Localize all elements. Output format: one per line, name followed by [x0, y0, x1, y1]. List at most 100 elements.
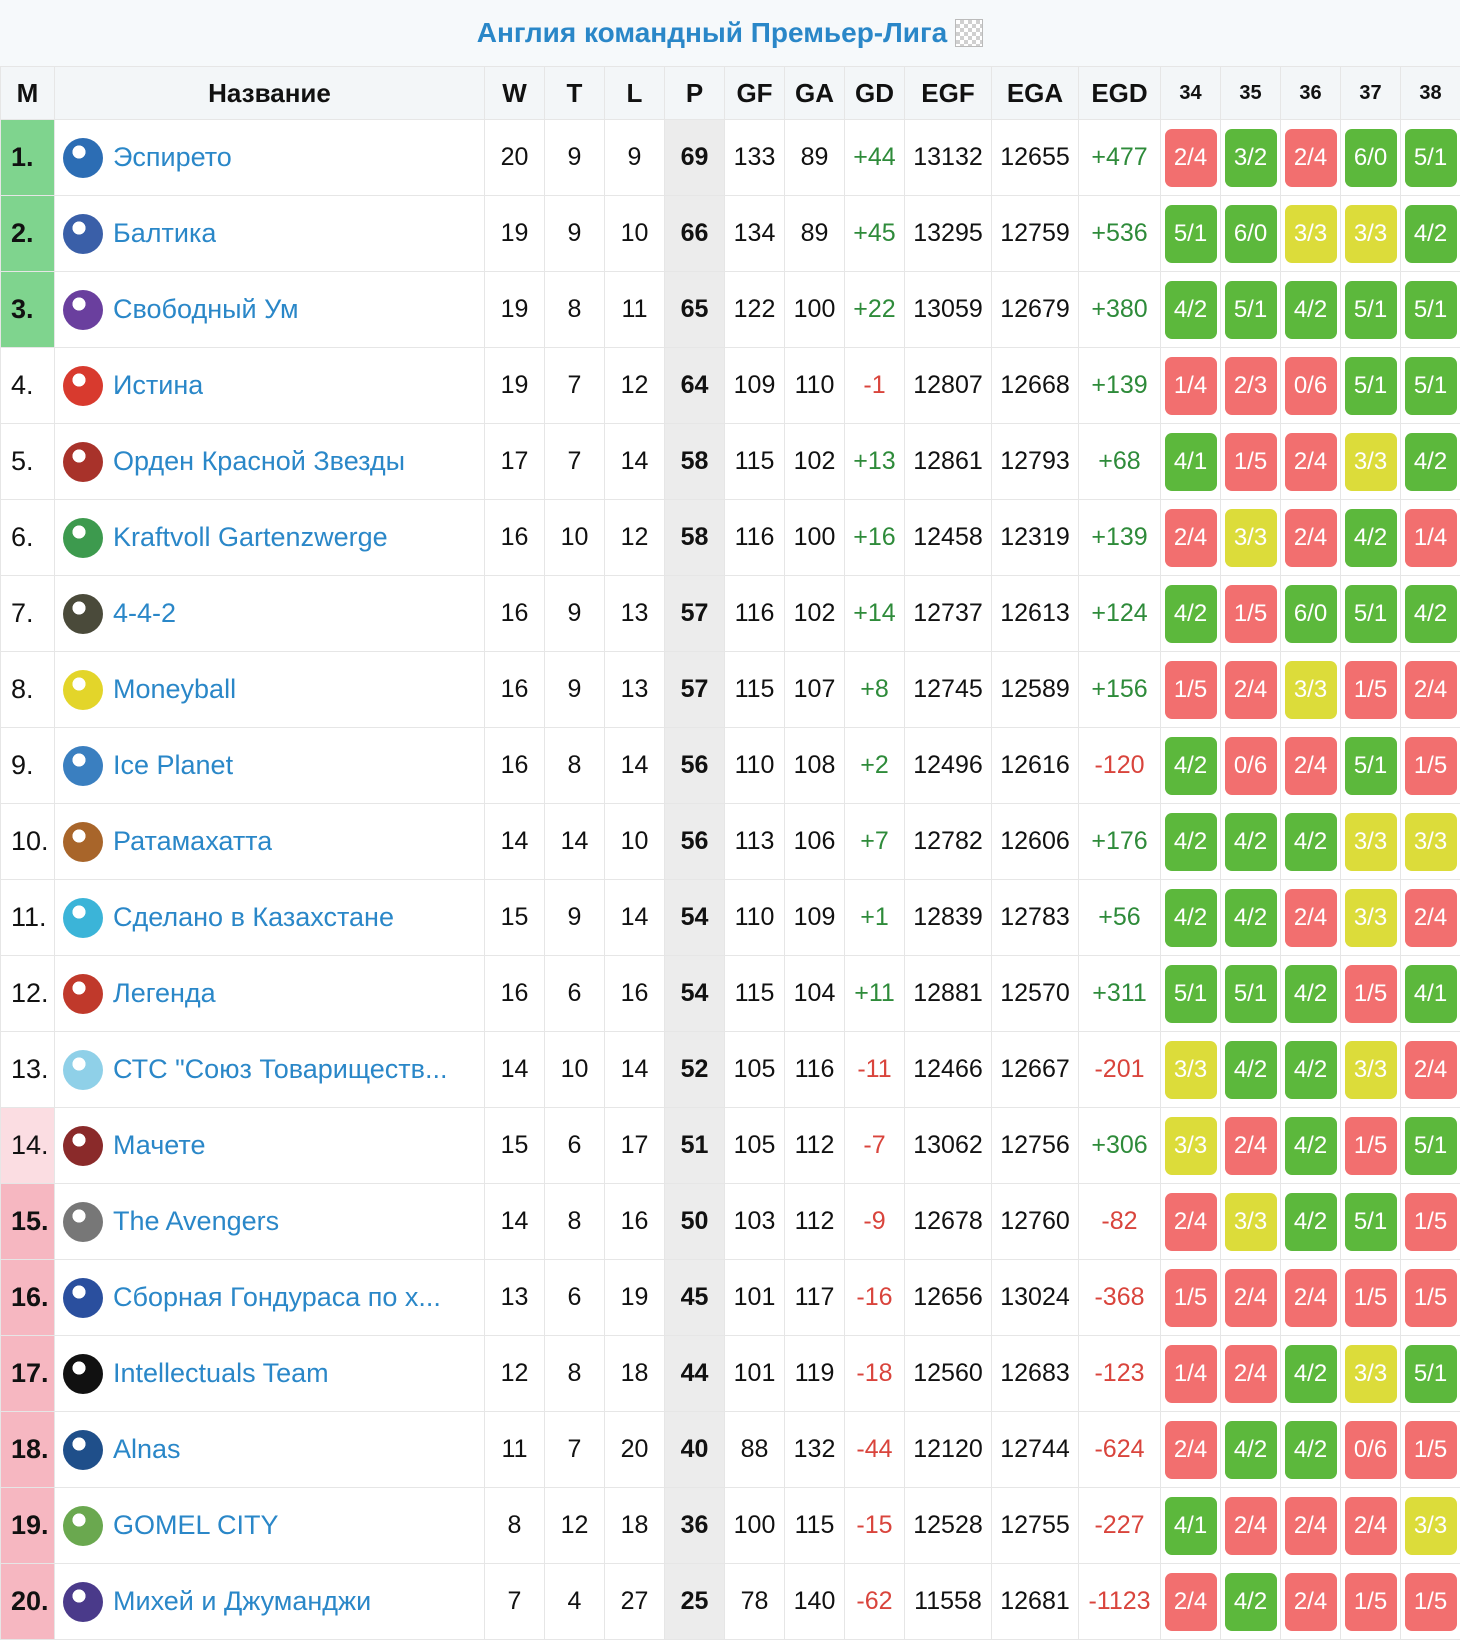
- match-result-badge[interactable]: 5/1: [1405, 281, 1457, 339]
- match-result-badge[interactable]: 5/1: [1225, 281, 1277, 339]
- match-result-badge[interactable]: 2/4: [1165, 129, 1217, 187]
- team-link[interactable]: Орден Красной Звезды: [113, 446, 405, 477]
- match-result-badge[interactable]: 6/0: [1345, 129, 1397, 187]
- team-link[interactable]: Свободный Ум: [113, 294, 299, 325]
- match-result-badge[interactable]: 1/5: [1345, 661, 1397, 719]
- match-result-badge[interactable]: 1/5: [1345, 1573, 1397, 1631]
- team-link[interactable]: Сделано в Казахстане: [113, 902, 394, 933]
- match-result-badge[interactable]: 3/3: [1165, 1117, 1217, 1175]
- match-result-badge[interactable]: 4/2: [1165, 889, 1217, 947]
- match-result-badge[interactable]: 3/2: [1225, 129, 1277, 187]
- match-result-badge[interactable]: 3/3: [1285, 205, 1337, 263]
- match-result-badge[interactable]: 4/2: [1285, 1421, 1337, 1479]
- match-result-badge[interactable]: 2/4: [1405, 1041, 1457, 1099]
- col-egf[interactable]: EGF: [905, 67, 992, 120]
- match-result-badge[interactable]: 4/1: [1165, 433, 1217, 491]
- match-result-badge[interactable]: 4/2: [1285, 965, 1337, 1023]
- team-link[interactable]: The Avengers: [113, 1206, 279, 1237]
- match-result-badge[interactable]: 5/1: [1345, 737, 1397, 795]
- match-result-badge[interactable]: 4/2: [1405, 205, 1457, 263]
- match-result-badge[interactable]: 2/4: [1285, 737, 1337, 795]
- match-result-badge[interactable]: 4/2: [1225, 889, 1277, 947]
- match-result-badge[interactable]: 4/2: [1345, 509, 1397, 567]
- match-result-badge[interactable]: 1/5: [1165, 1269, 1217, 1327]
- match-result-badge[interactable]: 0/6: [1225, 737, 1277, 795]
- col-points[interactable]: P: [665, 67, 725, 120]
- match-result-badge[interactable]: 3/3: [1345, 433, 1397, 491]
- match-result-badge[interactable]: 5/1: [1345, 281, 1397, 339]
- match-result-badge[interactable]: 4/2: [1405, 585, 1457, 643]
- match-result-badge[interactable]: 5/1: [1405, 1117, 1457, 1175]
- match-result-badge[interactable]: 2/4: [1225, 1269, 1277, 1327]
- match-result-badge[interactable]: 2/4: [1225, 1497, 1277, 1555]
- match-result-badge[interactable]: 4/1: [1165, 1497, 1217, 1555]
- match-result-badge[interactable]: 4/2: [1405, 433, 1457, 491]
- match-result-badge[interactable]: 2/4: [1165, 1193, 1217, 1251]
- match-result-badge[interactable]: 1/5: [1345, 1269, 1397, 1327]
- match-result-badge[interactable]: 2/4: [1285, 1497, 1337, 1555]
- match-result-badge[interactable]: 4/2: [1225, 813, 1277, 871]
- match-result-badge[interactable]: 2/4: [1225, 1345, 1277, 1403]
- col-goals-against[interactable]: GA: [785, 67, 845, 120]
- match-result-badge[interactable]: 4/2: [1285, 813, 1337, 871]
- team-link[interactable]: Мачете: [113, 1130, 205, 1161]
- match-result-badge[interactable]: 3/3: [1405, 1497, 1457, 1555]
- match-result-badge[interactable]: 1/5: [1405, 1269, 1457, 1327]
- match-result-badge[interactable]: 2/3: [1225, 357, 1277, 415]
- match-result-badge[interactable]: 1/5: [1165, 661, 1217, 719]
- match-result-badge[interactable]: 1/4: [1165, 1345, 1217, 1403]
- col-losses[interactable]: L: [605, 67, 665, 120]
- match-result-badge[interactable]: 5/1: [1345, 357, 1397, 415]
- col-position[interactable]: М: [1, 67, 55, 120]
- match-result-badge[interactable]: 4/2: [1285, 281, 1337, 339]
- table-title-text[interactable]: Англия командный Премьер-Лига: [477, 17, 947, 49]
- match-result-badge[interactable]: 3/3: [1345, 205, 1397, 263]
- match-result-badge[interactable]: 5/1: [1405, 1345, 1457, 1403]
- team-link[interactable]: Moneyball: [113, 674, 236, 705]
- match-result-badge[interactable]: 2/4: [1285, 1269, 1337, 1327]
- match-result-badge[interactable]: 2/4: [1225, 661, 1277, 719]
- match-result-badge[interactable]: 4/2: [1165, 281, 1217, 339]
- match-result-badge[interactable]: 4/2: [1285, 1345, 1337, 1403]
- match-result-badge[interactable]: 1/5: [1345, 965, 1397, 1023]
- match-result-badge[interactable]: 3/3: [1345, 1041, 1397, 1099]
- match-result-badge[interactable]: 3/3: [1345, 1345, 1397, 1403]
- team-link[interactable]: СТС "Союз Товариществ...: [113, 1054, 448, 1085]
- team-link[interactable]: Сборная Гондураса по х...: [113, 1282, 441, 1313]
- match-result-badge[interactable]: 0/6: [1345, 1421, 1397, 1479]
- match-result-badge[interactable]: 2/4: [1285, 1573, 1337, 1631]
- match-result-badge[interactable]: 0/6: [1285, 357, 1337, 415]
- match-result-badge[interactable]: 2/4: [1225, 1117, 1277, 1175]
- match-result-badge[interactable]: 1/5: [1405, 1421, 1457, 1479]
- match-result-badge[interactable]: 5/1: [1405, 357, 1457, 415]
- col-goal-diff[interactable]: GD: [845, 67, 905, 120]
- match-result-badge[interactable]: 1/5: [1225, 585, 1277, 643]
- match-result-badge[interactable]: 3/3: [1285, 661, 1337, 719]
- match-result-badge[interactable]: 4/2: [1285, 1117, 1337, 1175]
- match-result-badge[interactable]: 2/4: [1285, 433, 1337, 491]
- match-result-badge[interactable]: 2/4: [1165, 1421, 1217, 1479]
- match-result-badge[interactable]: 1/5: [1405, 1573, 1457, 1631]
- match-result-badge[interactable]: 4/2: [1285, 1193, 1337, 1251]
- match-result-badge[interactable]: 4/2: [1165, 813, 1217, 871]
- match-result-badge[interactable]: 2/4: [1165, 1573, 1217, 1631]
- match-result-badge[interactable]: 2/4: [1405, 889, 1457, 947]
- team-link[interactable]: Эспирето: [113, 142, 232, 173]
- match-result-badge[interactable]: 3/3: [1225, 509, 1277, 567]
- team-link[interactable]: GOMEL CITY: [113, 1510, 279, 1541]
- team-link[interactable]: 4-4-2: [113, 598, 176, 629]
- match-result-badge[interactable]: 4/2: [1165, 737, 1217, 795]
- match-result-badge[interactable]: 4/2: [1225, 1421, 1277, 1479]
- match-result-badge[interactable]: 5/1: [1345, 585, 1397, 643]
- match-result-badge[interactable]: 4/1: [1405, 965, 1457, 1023]
- match-result-badge[interactable]: 2/4: [1345, 1497, 1397, 1555]
- match-result-badge[interactable]: 2/4: [1405, 661, 1457, 719]
- match-result-badge[interactable]: 1/5: [1345, 1117, 1397, 1175]
- match-result-badge[interactable]: 4/2: [1225, 1573, 1277, 1631]
- match-result-badge[interactable]: 3/3: [1165, 1041, 1217, 1099]
- col-name[interactable]: Название: [55, 67, 485, 120]
- col-goals-for[interactable]: GF: [725, 67, 785, 120]
- match-result-badge[interactable]: 5/1: [1405, 129, 1457, 187]
- match-result-badge[interactable]: 6/0: [1285, 585, 1337, 643]
- match-result-badge[interactable]: 1/5: [1405, 1193, 1457, 1251]
